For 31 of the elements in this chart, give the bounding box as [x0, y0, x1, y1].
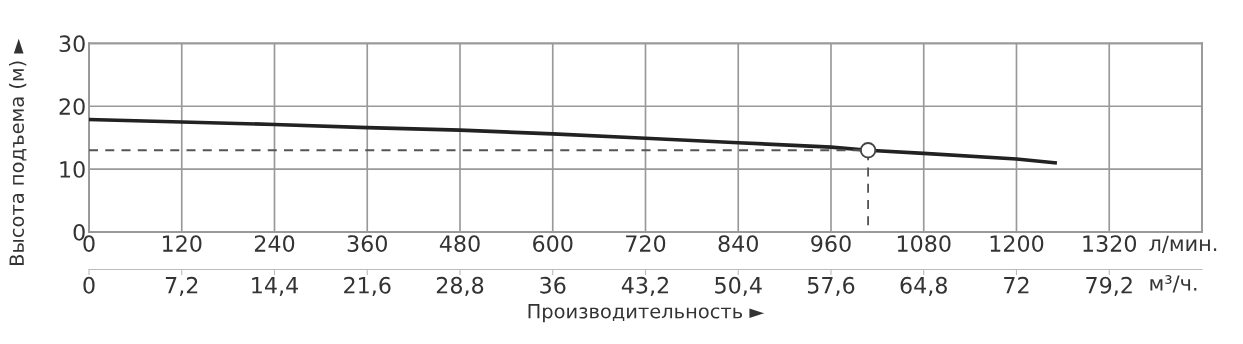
y-axis-title: Высота подъема (м) ► — [8, 38, 27, 265]
x2-tick-label: 14,4 — [252, 277, 298, 296]
x-tick-label: 1320 — [1083, 235, 1137, 252]
line-series — [89, 117, 1057, 165]
x2-tick-label: 64,8 — [900, 276, 947, 296]
y-tick-label: 10 — [60, 161, 85, 178]
x2-tick-label: 72 — [1004, 276, 1029, 294]
x2-tick-label: 21,6 — [344, 276, 391, 296]
x2-tick-label: 57,6 — [807, 276, 855, 296]
text: л/мин. — [1149, 235, 1217, 253]
x2-tick-label: 7,2 — [165, 276, 198, 296]
x2-tick-label: 28,8 — [436, 276, 484, 296]
x-tick-label: 840 — [718, 235, 758, 252]
x2-tick-label: 43,2 — [621, 276, 668, 296]
x-tick-label: 1080 — [897, 235, 951, 252]
x-tick-label: 720 — [626, 235, 666, 252]
y-tick-label: 30 — [59, 35, 85, 53]
y-tick-label: 20 — [59, 98, 85, 115]
text: м³/ч. — [1150, 275, 1197, 293]
x2-tick-label: 50,4 — [715, 276, 762, 296]
x-tick-label: 240 — [254, 235, 295, 252]
x-tick-label: 960 — [811, 235, 851, 252]
x-tick-label: 360 — [347, 235, 387, 252]
x-tick-label: 600 — [533, 235, 573, 252]
x-tick-label: 480 — [439, 235, 480, 252]
x-axis-title: Производительность ► — [528, 304, 765, 323]
x-tick-label: 1200 — [990, 235, 1044, 252]
x2-tick-label: 79,2 — [1086, 276, 1132, 296]
y-tick-label: 0 — [73, 223, 85, 241]
x2-tick-label: 36 — [540, 276, 566, 294]
x-tick-label: 120 — [162, 235, 202, 252]
